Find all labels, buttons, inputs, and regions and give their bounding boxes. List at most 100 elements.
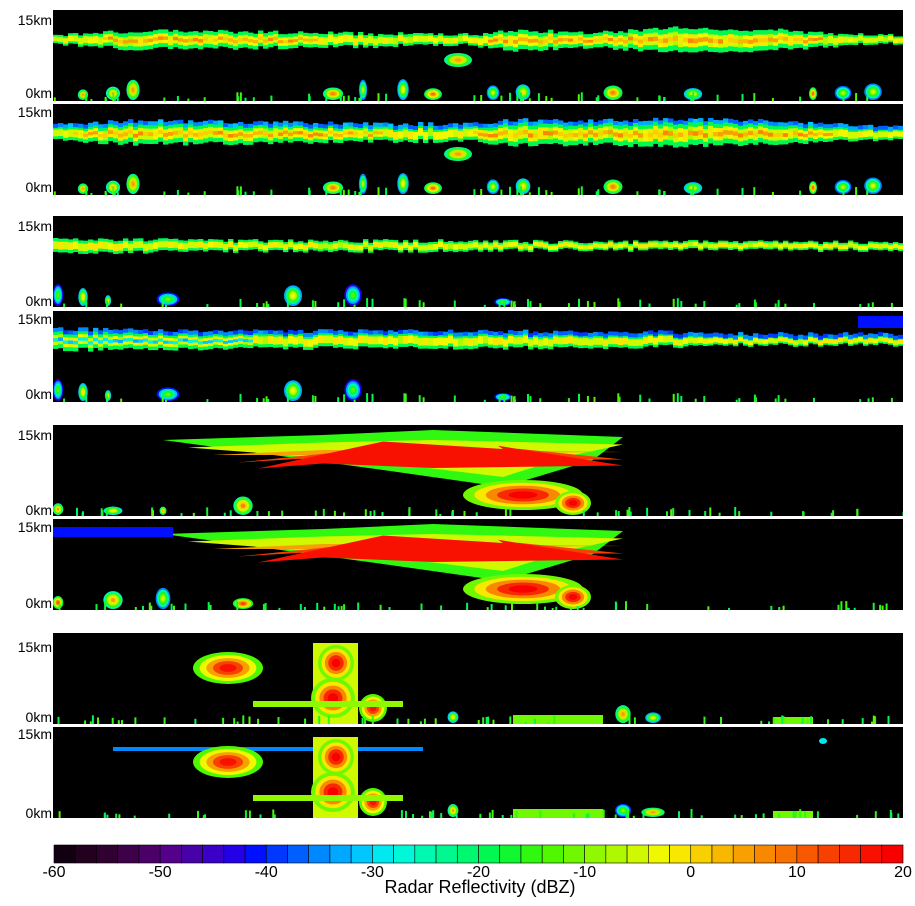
upper-layer-core — [208, 340, 214, 344]
surface-echo — [782, 716, 785, 724]
surface-echo — [466, 602, 469, 610]
surface-echo — [165, 304, 167, 307]
convective-cell — [430, 186, 436, 190]
upper-layer-slice — [433, 244, 439, 250]
surface-echo — [792, 811, 795, 818]
ice-cloud-top — [478, 330, 484, 335]
surface-echo — [120, 303, 123, 307]
upper-layer-slice — [783, 337, 789, 343]
upper-layer-slice — [648, 336, 654, 343]
ice-cloud-top — [878, 125, 884, 130]
upper-layer-core — [58, 337, 64, 341]
upper-layer-core — [633, 130, 639, 136]
surface-echo — [585, 813, 588, 818]
upper-layer-slice — [463, 128, 469, 137]
surface-echo — [845, 601, 848, 610]
upper-layer-slice — [668, 243, 674, 249]
ice-cloud-top — [63, 330, 69, 335]
upper-layer-slice — [263, 244, 269, 251]
ice-cloud-top — [888, 333, 894, 338]
ice-cloud-top — [153, 331, 159, 336]
surface-echo — [343, 299, 346, 307]
ice-cloud-top — [253, 121, 259, 126]
upper-layer-slice — [408, 131, 414, 139]
upper-layer-core — [683, 37, 689, 43]
upper-layer-core — [693, 131, 699, 136]
upper-layer-slice — [598, 337, 604, 345]
upper-layer-slice — [398, 130, 404, 139]
upper-layer-slice — [883, 337, 889, 343]
surface-echo — [197, 810, 199, 818]
ice-cloud-top — [883, 332, 889, 337]
colorbar-tick-label: -60 — [42, 864, 66, 881]
convective-cell — [162, 509, 164, 512]
ice-cloud-top — [668, 118, 674, 123]
ice-cloud-top — [213, 120, 219, 125]
ice-cloud-top — [848, 334, 854, 339]
surface-echo — [615, 510, 618, 516]
upper-layer-core — [793, 37, 799, 42]
upper-layer-core — [138, 131, 144, 136]
ice-cloud-top — [418, 331, 424, 336]
surface-echo — [244, 191, 247, 195]
panel-8-top-label: 15km — [17, 726, 52, 742]
colorbar-swatch — [350, 844, 373, 864]
upper-layer-slice — [863, 37, 869, 43]
upper-layer-core — [623, 39, 629, 44]
surface-echo — [492, 719, 495, 724]
upper-layer-slice — [828, 339, 834, 344]
upper-layer-slice — [898, 131, 903, 137]
upper-layer-core — [218, 36, 224, 40]
upper-layer-slice — [438, 337, 444, 345]
surface-echo — [510, 814, 513, 818]
ice-cloud-top — [103, 328, 109, 332]
surface-echo — [871, 302, 874, 307]
ice-cloud-top — [598, 120, 604, 125]
upper-layer-core — [593, 38, 599, 42]
upper-layer-slice — [513, 241, 519, 247]
low-level-band — [253, 701, 403, 707]
upper-layer-core — [118, 40, 124, 44]
colorbar-swatch — [74, 844, 97, 864]
ice-cloud-top — [558, 120, 564, 125]
upper-layer-slice — [768, 243, 774, 248]
convective-cell — [240, 503, 246, 508]
upper-layer-slice — [603, 339, 609, 347]
upper-layer-slice — [543, 338, 549, 346]
ice-cloud-top — [618, 332, 624, 337]
surface-echo — [632, 815, 635, 818]
upper-layer-slice — [673, 242, 679, 247]
upper-layer-slice — [353, 38, 359, 46]
upper-layer-core — [273, 131, 279, 135]
upper-layer-core — [223, 37, 229, 41]
ice-cloud-top — [783, 332, 789, 337]
ice-cloud-top — [528, 121, 534, 126]
ice-cloud-top — [603, 119, 609, 123]
radar-panel-6 — [53, 519, 903, 610]
colorbar-swatch — [181, 844, 203, 864]
upper-layer-slice — [873, 243, 879, 249]
panel-3-bottom-label: 0km — [25, 293, 52, 309]
upper-layer-slice — [748, 340, 754, 346]
ice-cloud-top — [823, 333, 829, 338]
upper-layer-core — [473, 131, 479, 134]
upper-layer-core — [278, 132, 284, 136]
upper-layer-slice — [373, 38, 379, 46]
upper-layer-slice — [323, 335, 329, 344]
ice-cloud-top — [253, 329, 259, 334]
upper-layer-slice — [378, 336, 384, 345]
upper-layer-core — [643, 37, 649, 42]
surface-echo — [354, 97, 357, 101]
surface-echo — [483, 399, 486, 402]
convective-cell — [651, 716, 655, 719]
surface-echo — [314, 301, 317, 307]
surface-echo — [265, 396, 268, 402]
colorbar-swatch — [754, 844, 776, 864]
ice-cloud-top — [523, 329, 529, 334]
upper-layer-slice — [93, 243, 99, 251]
upper-layer-slice — [323, 37, 329, 45]
upper-layer-slice — [478, 336, 484, 344]
surface-echo — [537, 93, 540, 101]
ice-cloud-top — [753, 333, 759, 338]
low-level-band — [773, 717, 813, 724]
